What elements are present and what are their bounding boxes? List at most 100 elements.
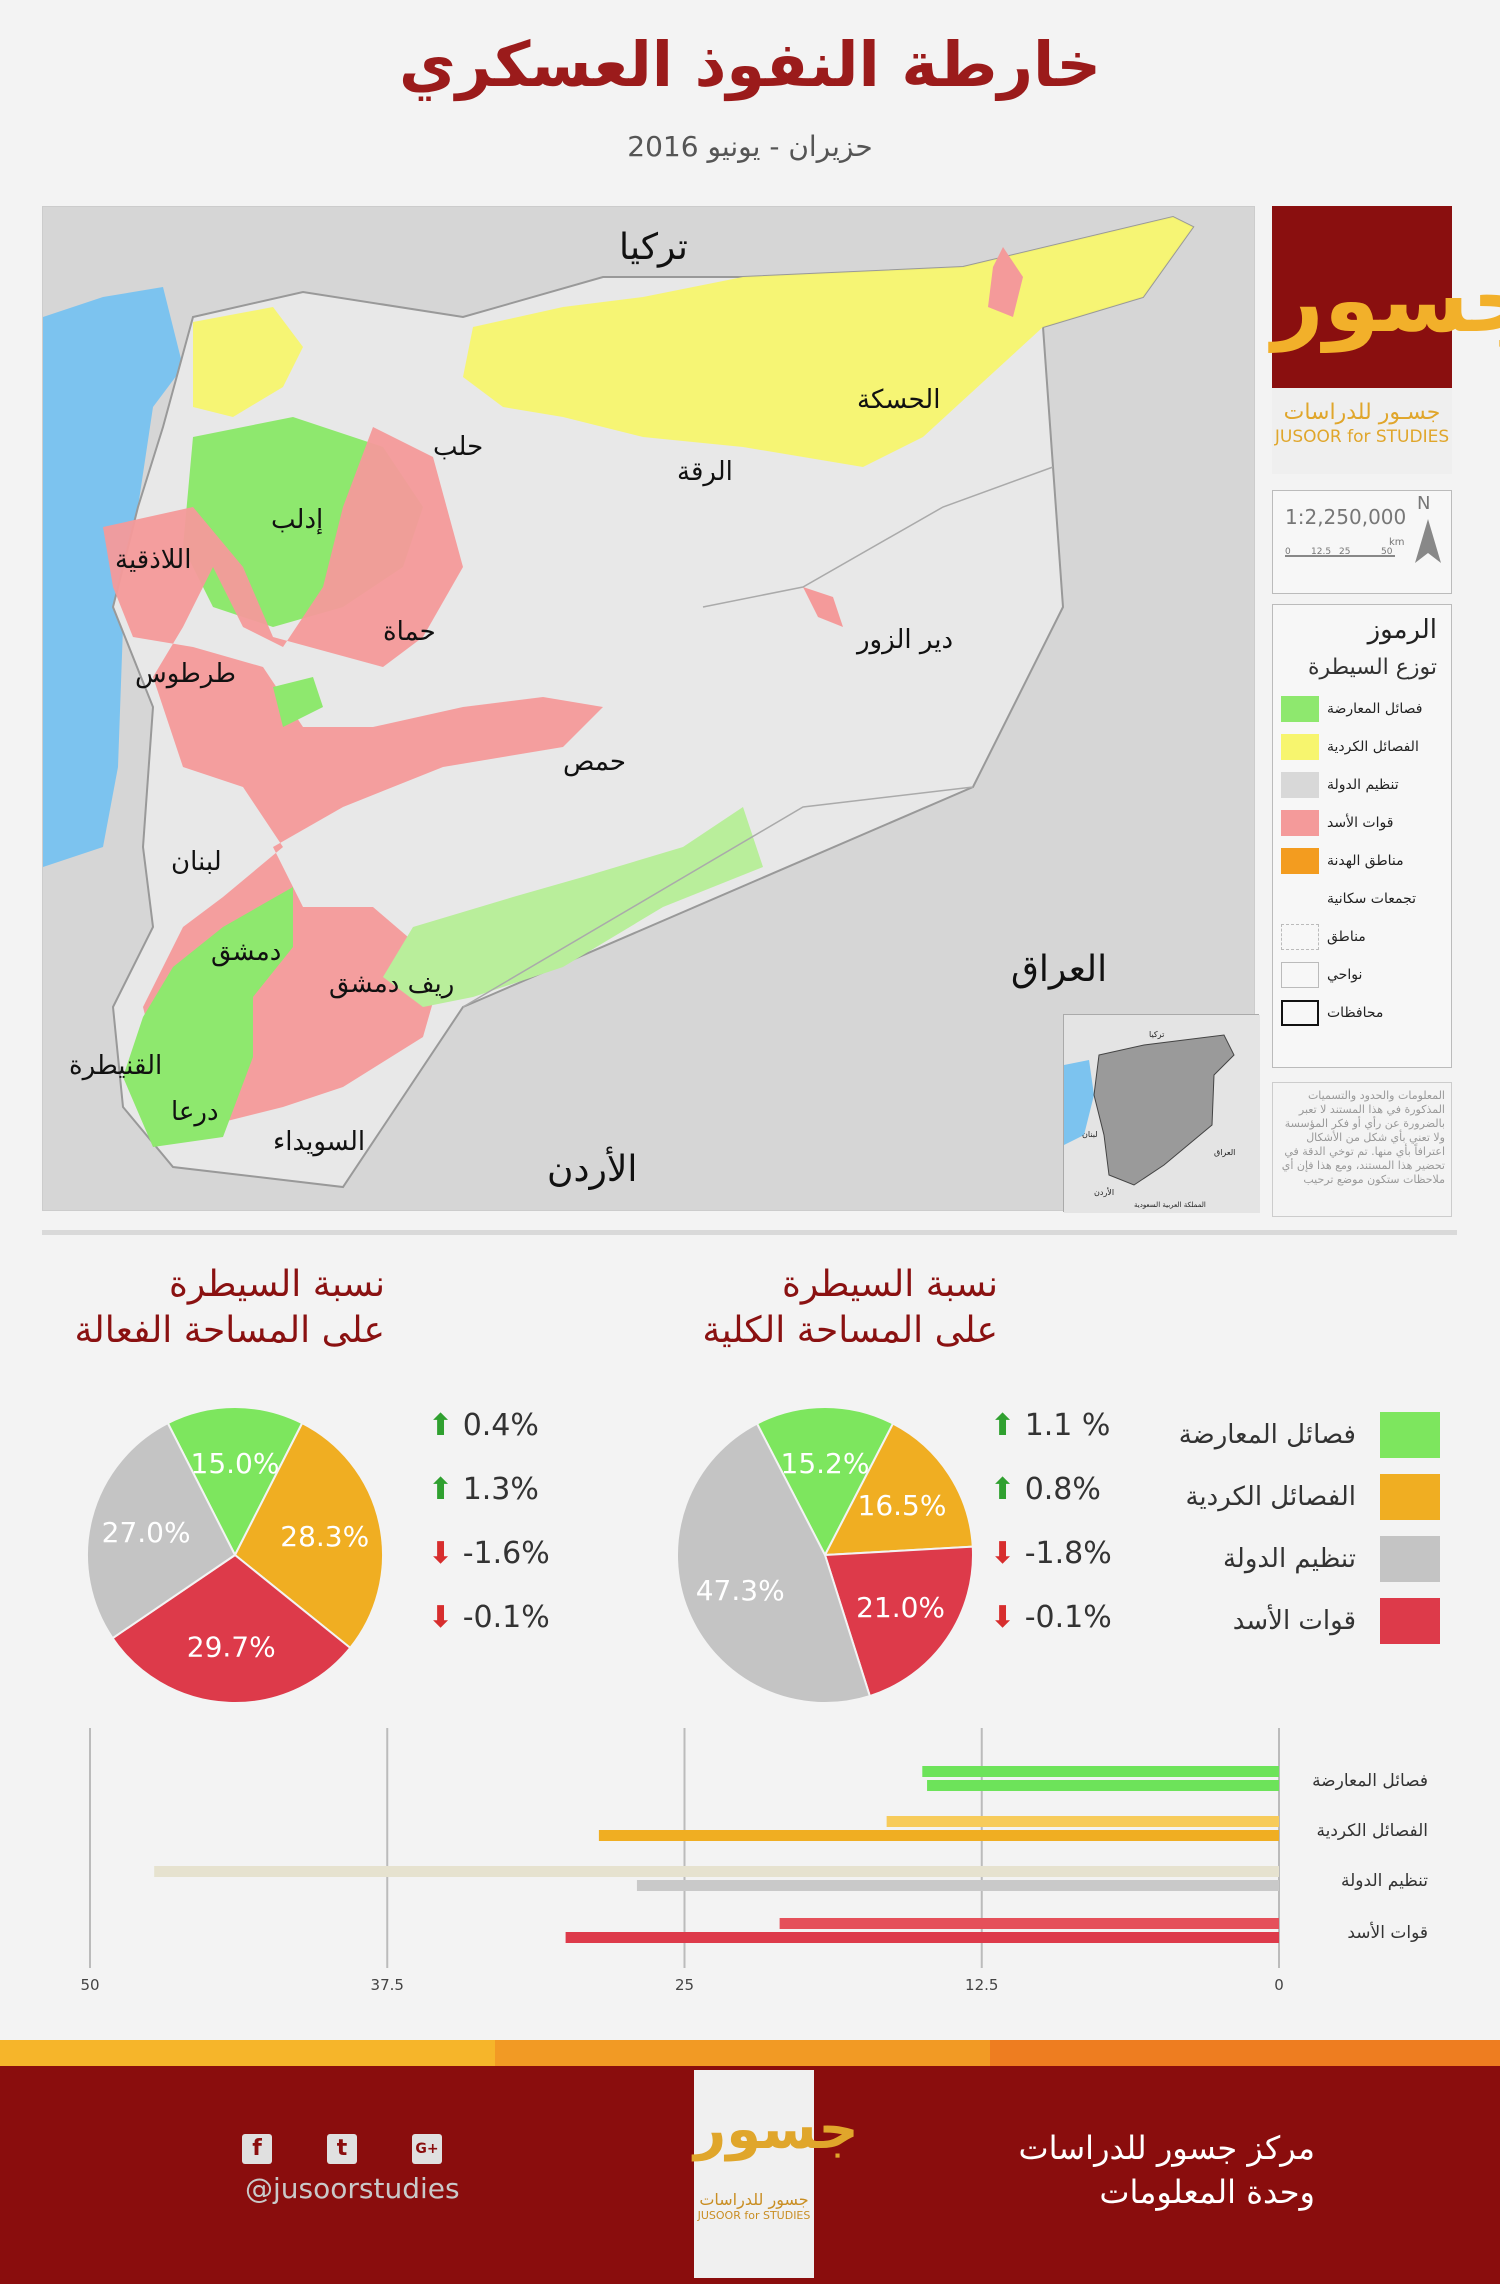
bar (922, 1766, 1279, 1777)
legend-item: مناطق (1273, 918, 1451, 956)
area-assad-north (988, 247, 1023, 317)
pie-chart-effective-area: 15.0% 28.3% 29.7% 27.0% (86, 1406, 384, 1704)
footer-logo-en: JUSOOR for STUDIES (697, 2209, 811, 2222)
scale-tick: 0 (1285, 547, 1291, 557)
pie-slice-label: 15.2% (781, 1447, 870, 1480)
legend-label: محافظات (1327, 1005, 1384, 1021)
bar (886, 1816, 1279, 1827)
label-hama: حماة (383, 617, 436, 647)
pie-legend-swatch (1380, 1474, 1440, 1520)
x-tick-label: 37.5 (371, 1976, 404, 1994)
arrow-up-icon: ⬆ (990, 1408, 1025, 1443)
area-opposition-south (123, 887, 293, 1147)
footer-org: مركز جسور للدراسات (1018, 2129, 1315, 2167)
legend-item: تنظيم الدولة (1273, 766, 1451, 804)
pie-legend-item: تنظيم الدولة (1100, 1534, 1440, 1584)
legend-swatch (1281, 696, 1319, 722)
logo-name-en: JUSOOR for STUDIES (1274, 427, 1450, 447)
label-daraa: درعا (171, 1097, 219, 1127)
pie2-heading: نسبة السيطرة على المساحة الكلية (630, 1262, 998, 1354)
inset-label-turkey: تركيا (1149, 1030, 1164, 1039)
legend-item: فصائل المعارضة (1273, 690, 1451, 728)
pie-legend-label: تنظيم الدولة (1222, 1544, 1356, 1574)
footer-logo-glyph: جسور (694, 2097, 859, 2162)
pie-legend-swatch (1380, 1598, 1440, 1644)
legend-item: الفصائل الكردية (1273, 728, 1451, 766)
pie-slice (111, 1553, 352, 1704)
x-tick-label: 12.5 (965, 1976, 998, 1994)
legend-swatch (1281, 848, 1319, 874)
pie-slice (233, 1421, 384, 1650)
map-drawing (43, 207, 1254, 1210)
inset-map: تركيا لبنان العراق الأردن المملكة العربي… (1063, 1014, 1260, 1213)
pie-legend-swatch (1380, 1412, 1440, 1458)
label-deir-ez-zor: دير الزور (857, 625, 954, 655)
social-handle[interactable]: @jusoorstudies (245, 2172, 460, 2205)
pie1-title: نسبة السيطرة (169, 1264, 385, 1305)
pie-slice-label: 47.3% (696, 1574, 785, 1607)
legend-swatch (1281, 962, 1319, 988)
area-opposition-east (383, 807, 763, 1007)
change-indicator: ⬆ 0.4% (428, 1408, 539, 1443)
pie-legend-label: الفصائل الكردية (1185, 1482, 1356, 1512)
bar (636, 1880, 1279, 1891)
legend-item: نواحي (1273, 956, 1451, 994)
north-letter: N (1417, 493, 1431, 514)
pie-slice-label: 21.0% (856, 1591, 945, 1624)
pie1-subtitle: على المساحة الفعالة (74, 1310, 386, 1351)
legend-label: مناطق الهدنة (1327, 853, 1404, 869)
footer-org-text: مركز جسور للدراسات وحدة المعلومات (1018, 2126, 1315, 2214)
arrow-down-icon: ⬇ (990, 1536, 1025, 1571)
pie-legend-item: الفصائل الكردية (1100, 1472, 1440, 1522)
pie-slice-label: 28.3% (280, 1520, 369, 1553)
bar-chart-comparison: 50 37.5 25 12.5 0 فصائل المعارضة الفصائل الكرد… (80, 1728, 1428, 1994)
footer-unit: وحدة المعلومات (1099, 2173, 1315, 2211)
arrow-down-icon: ⬇ (428, 1600, 463, 1635)
legend-item: قوات الأسد (1273, 804, 1451, 842)
legend-label: تجمعات سكانية (1327, 891, 1417, 907)
legend-swatch (1281, 886, 1319, 912)
area-kurdish (193, 307, 303, 417)
logo-glyph: جسور (1272, 248, 1500, 353)
area-opposition-patch (273, 677, 323, 727)
pie-legend-item: قوات الأسد (1100, 1596, 1440, 1646)
pie-slice (676, 1422, 872, 1704)
change-value: 1.3% (462, 1472, 539, 1507)
pie-legend-label: فصائل المعارضة (1178, 1420, 1356, 1450)
pie-slice-label: 27.0% (102, 1516, 191, 1549)
pie-slice (823, 1422, 974, 1557)
inset-label-jordan: الأردن (1094, 1187, 1114, 1197)
label-idlib: إدلب (271, 505, 324, 535)
scale-unit: km (1389, 537, 1405, 548)
page-title: خارطة النفوذ العسكري (398, 28, 1102, 101)
x-tick-label: 0 (1274, 1976, 1284, 1994)
disclaimer-text: المعلومات والحدود والتسميات المذكورة في … (1272, 1082, 1452, 1217)
area-assad-deir (803, 587, 843, 627)
bar-category-label: تنظيم الدولة (1341, 1871, 1428, 1891)
legend-label: نواحي (1327, 967, 1363, 983)
label-quneitra: القنيطرة (69, 1051, 163, 1081)
legend-swatch (1281, 734, 1319, 760)
bar (565, 1932, 1279, 1943)
change-indicator: ⬇ -1.8% (990, 1536, 1112, 1571)
footer-logo-ar: جسور للدراسات (699, 2190, 809, 2209)
page-subtitle: حزيران - يونيو 2016 (627, 130, 873, 163)
pie1-heading: نسبة السيطرة على المساحة الفعالة (40, 1262, 386, 1354)
footer-logo: جسور جسور للدراسات JUSOOR for STUDIES (694, 2070, 859, 2278)
scale-tick: 25 (1339, 547, 1351, 557)
legend-label: تنظيم الدولة (1327, 777, 1399, 793)
change-indicator: ⬆ 0.8% (990, 1472, 1101, 1507)
label-tartus: طرطوس (135, 659, 236, 689)
inset-label-lebanon: لبنان (1082, 1130, 1098, 1139)
google-plus-icon[interactable]: G+ (412, 2134, 442, 2164)
arrow-up-icon: ⬆ (428, 1472, 463, 1507)
legend-swatch (1281, 924, 1319, 950)
arrow-up-icon: ⬆ (428, 1408, 463, 1443)
change-indicator: ⬇ -1.6% (428, 1536, 550, 1571)
north-arrow-icon (1415, 519, 1441, 563)
scale-bar (1285, 555, 1395, 559)
pie-slice-label: 29.7% (187, 1631, 276, 1664)
twitter-icon[interactable]: t (327, 2134, 357, 2164)
facebook-icon[interactable]: f (242, 2134, 272, 2164)
change-value: 0.4% (462, 1408, 539, 1443)
